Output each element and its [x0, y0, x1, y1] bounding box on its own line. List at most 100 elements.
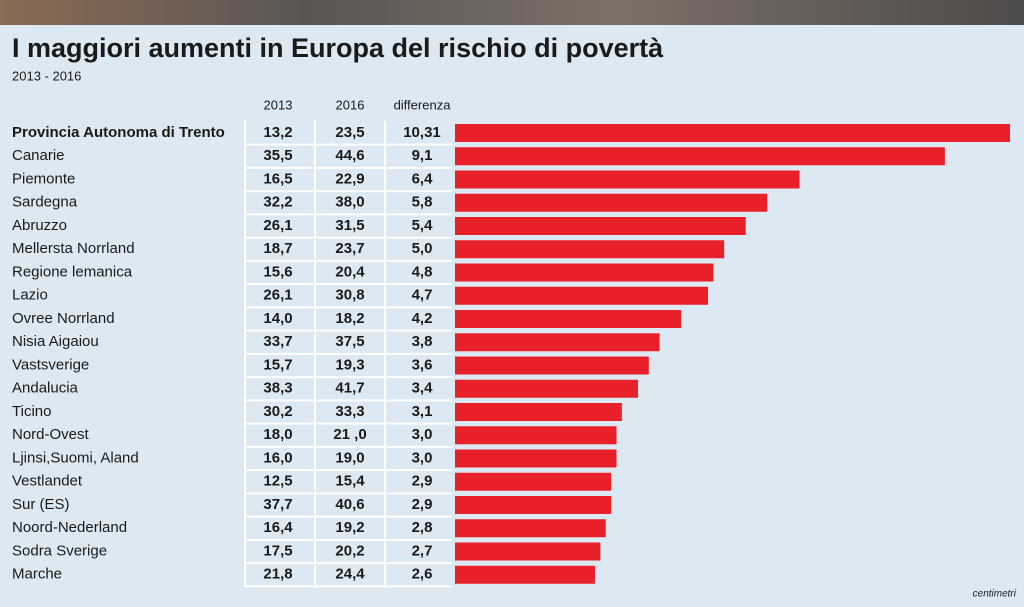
chart-title: I maggiori aumenti in Europa del rischio… [12, 33, 664, 63]
row-label: Marche [12, 566, 62, 583]
row-label: Provincia Autonoma di Trento [12, 124, 225, 141]
cell-2013: 13,2 [263, 124, 292, 141]
cell-2013: 18,0 [263, 426, 292, 443]
cell-2013: 14,0 [263, 310, 292, 327]
cell-2013: 16,0 [263, 449, 292, 466]
row-label: Regione lemanica [12, 263, 133, 280]
value-label: 2,6 [412, 566, 433, 583]
row-label: Mellersta Norrland [12, 240, 135, 257]
value-label: 3,1 [412, 403, 433, 420]
column-header: differenza [394, 97, 452, 112]
row-label: Sodra Sverige [12, 542, 107, 559]
bar [455, 379, 639, 398]
cell-2013: 21,8 [263, 566, 292, 583]
row-label: Andalucia [12, 380, 79, 397]
value-label: 2,9 [412, 496, 433, 513]
value-label: 9,1 [412, 147, 433, 164]
bar [455, 496, 612, 514]
bar [455, 263, 714, 282]
row-label: Ljinsi,Suomi, Aland [12, 449, 139, 466]
value-label: 3,4 [412, 380, 434, 397]
row-label: Nord-Ovest [12, 426, 90, 443]
row-label: Nisia Aigaiou [12, 333, 99, 350]
cell-2013: 15,6 [263, 263, 292, 280]
cell-2013: 37,7 [263, 496, 292, 513]
cell-2016: 33,3 [335, 403, 364, 420]
cell-2016: 31,5 [335, 217, 364, 234]
cell-2016: 38,0 [335, 194, 364, 211]
cell-2013: 32,2 [263, 194, 292, 211]
bar [455, 472, 612, 491]
value-label: 5,4 [412, 217, 434, 234]
credit: centimetri [973, 589, 1017, 600]
row-label: Canarie [12, 147, 65, 164]
bar [455, 333, 660, 352]
cell-2013: 16,5 [263, 170, 292, 187]
bar [455, 356, 649, 375]
row-label: Abruzzo [12, 217, 67, 234]
cell-2013: 33,7 [263, 333, 292, 350]
row-label: Vastsverige [12, 356, 89, 373]
column-header: 2016 [336, 97, 365, 112]
row-label: Sur (ES) [12, 496, 70, 513]
cell-2013: 16,4 [263, 519, 293, 536]
value-label: 10,31 [403, 124, 441, 141]
value-label: 3,8 [412, 333, 433, 350]
value-label: 5,8 [412, 194, 433, 211]
bar [455, 310, 682, 328]
row-label: Ovree Norrland [12, 310, 115, 327]
bar [455, 542, 601, 561]
cell-2016: 20,2 [335, 542, 364, 559]
cell-2016: 23,5 [335, 124, 364, 141]
row-label: Lazio [12, 287, 48, 304]
value-label: 3,0 [412, 426, 433, 443]
cell-2016: 44,6 [335, 147, 364, 164]
cell-2016: 21 ,0 [333, 426, 366, 443]
cell-2013: 18,7 [263, 240, 292, 257]
value-label: 4,2 [412, 310, 433, 327]
column-header: 2013 [264, 97, 293, 112]
bar [455, 217, 746, 235]
cell-2016: 20,4 [335, 263, 365, 280]
value-label: 3,6 [412, 356, 433, 373]
bar [455, 426, 617, 445]
bar [455, 286, 709, 305]
cell-2016: 37,5 [335, 333, 364, 350]
cell-2016: 22,9 [335, 170, 364, 187]
bar [455, 565, 595, 584]
chart-subtitle: 2013 - 2016 [12, 68, 81, 83]
bar [455, 240, 725, 259]
cell-2016: 41,7 [335, 380, 364, 397]
cell-2013: 15,7 [263, 356, 292, 373]
cell-2013: 38,3 [263, 380, 292, 397]
cell-2016: 18,2 [335, 310, 364, 327]
value-label: 2,8 [412, 519, 433, 536]
bar [455, 193, 768, 212]
row-label: Piemonte [12, 170, 75, 187]
value-label: 2,9 [412, 473, 433, 490]
bar [455, 519, 606, 538]
value-label: 6,4 [412, 170, 434, 187]
value-label: 5,0 [412, 240, 433, 257]
value-label: 2,7 [412, 542, 433, 559]
cell-2016: 24,4 [335, 566, 365, 583]
bar [455, 124, 1010, 142]
row-label: Ticino [12, 403, 51, 420]
cell-2013: 35,5 [263, 147, 292, 164]
cell-2016: 15,4 [335, 473, 365, 490]
row-label: Vestlandet [12, 473, 83, 490]
header-photo [0, 0, 1024, 25]
value-label: 4,8 [412, 263, 433, 280]
bar [455, 170, 800, 189]
bar [455, 449, 617, 468]
row-label: Sardegna [12, 194, 78, 211]
cell-2016: 19,0 [335, 449, 364, 466]
row-label: Noord-Nederland [12, 519, 127, 536]
cell-2016: 19,3 [335, 356, 364, 373]
cell-2016: 40,6 [335, 496, 364, 513]
cell-2016: 19,2 [335, 519, 364, 536]
cell-2013: 26,1 [263, 287, 292, 304]
bar [455, 147, 945, 166]
cell-2016: 23,7 [335, 240, 364, 257]
